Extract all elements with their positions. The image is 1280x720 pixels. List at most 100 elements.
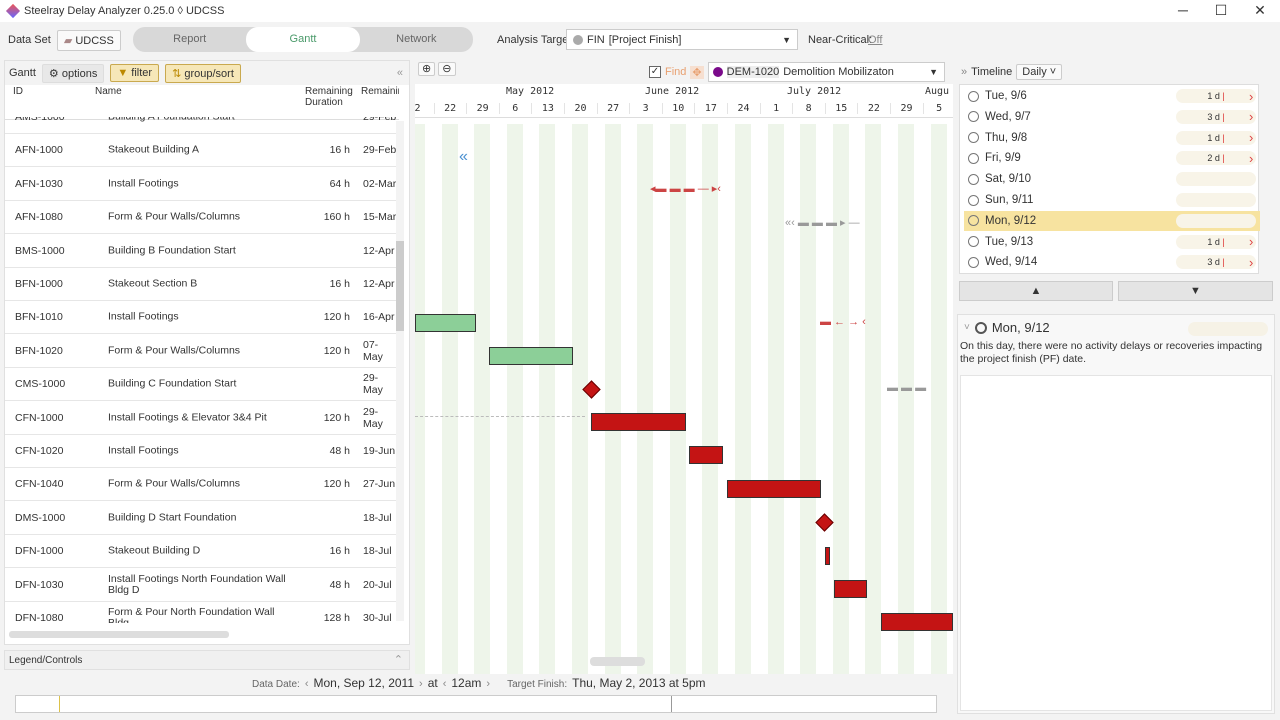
weekend-stripe [930,124,947,674]
bar-cfn-1020[interactable] [689,446,723,464]
timeline-day[interactable]: Wed, 9/7 3 d | › [964,107,1260,127]
table-row[interactable]: BFN-1010 Install Footings 120 h 16-Apr [5,301,397,335]
table-row[interactable]: DFN-1030 Install Footings North Foundatio… [5,569,397,602]
bar-bfn-1010[interactable] [415,314,476,332]
week-label: 13 [531,103,563,114]
day-detail-panel: ˅ Mon, 9/12 On this day, there were no a… [957,314,1275,714]
timeline-day[interactable]: Tue, 9/13 1 d | › [964,232,1260,252]
bar-bfn-1020[interactable] [489,347,573,365]
previous-day-button[interactable]: ▲ [959,281,1113,301]
column-header-remaining-duration[interactable]: Remaining Duration [305,86,353,108]
bar-dfn-1030[interactable] [834,580,867,598]
timeline-day[interactable]: Mon, 9/12 [964,210,1260,231]
timeline-day[interactable]: Fri, 9/9 2 d | › [964,148,1260,168]
timeline-day[interactable]: Tue, 9/6 1 d | › [964,86,1260,106]
tab-network[interactable]: Network [396,33,437,45]
analysis-target-select[interactable]: FIN [Project Finish] ▼ [566,29,798,50]
cell-finish: 16-Apr [363,311,395,324]
near-critical-toggle[interactable]: Off [868,34,883,46]
table-row[interactable]: CMS-1000 Building C Foundation Start 29-Ma… [5,368,397,402]
table-row[interactable]: DMS-1000 Building D Start Foundation 18-Ju… [5,502,397,535]
weekend-stripe [539,124,556,674]
analysis-target-label: Analysis Target [497,34,572,46]
timeline-mode-select[interactable]: Daily ˅ [1016,64,1063,80]
expand-icon[interactable]: » [961,66,968,78]
cell-name: Install Footings [108,177,179,190]
vertical-scrollbar[interactable] [396,121,404,621]
legend-controls-bar[interactable]: Legend/Controls ⌃ [4,650,410,670]
bar-dfn-1000[interactable] [825,547,830,565]
table-row[interactable]: AFN-1000 Stakeout Building A 16 h 29-Feb [5,134,397,168]
collapse-panel-button[interactable]: « [396,67,403,79]
delay-arrow-icon: ▬ ▬ ▬ [887,382,927,394]
table-row[interactable]: DFN-1080 Form & Pour North Foundation Wal… [5,602,397,624]
cell-finish: 30-Jul [363,612,392,623]
tab-gantt[interactable]: Gantt [246,27,360,52]
clock-icon [968,111,979,123]
table-row[interactable]: DFN-1000 Stakeout Building D 16 h 18-Jul [5,535,397,569]
week-label: 1 [759,103,792,114]
chevron-right-icon: › [1249,88,1254,104]
horizontal-scrollbar[interactable] [9,631,229,638]
timeline-day[interactable]: Sat, 9/10 [964,169,1260,189]
table-header: ID Name Remaining Duration Remaining E [5,84,399,120]
bar-cfn-1000[interactable] [591,413,686,431]
timeline-mode: Daily [1022,66,1047,78]
zoom-in-button[interactable]: ⊕ [418,62,436,76]
target-code: FIN [587,33,605,46]
weekend-stripe [832,124,849,674]
prev-time-button[interactable]: ‹ [442,678,447,690]
weekend-stripe [474,124,491,674]
delay-value: 3 d [1207,257,1220,268]
zoom-out-button[interactable]: ⊖ [438,62,456,76]
table-row[interactable]: BMS-1000 Building B Foundation Start 12-Ap… [5,235,397,268]
table-row[interactable]: AFN-1080 Form & Pour Walls/Columns 160 h 15… [5,201,397,235]
options-button[interactable]: ⚙ options [41,63,105,83]
timeline-day[interactable]: Wed, 9/14 3 d | › [964,252,1260,272]
table-row[interactable]: BFN-1020 Form & Pour Walls/Columns 120 h 07… [5,335,397,368]
find-checkbox[interactable]: ✓ [649,66,661,78]
week-label: 15 [824,103,857,114]
table-row[interactable]: AFN-1030 Install Footings 64 h 02-Mar [5,168,397,201]
table-row[interactable]: AMS-1000 Building A Foundation Start 29-Fe… [5,117,397,134]
next-time-button[interactable]: › [486,678,491,690]
bar-cfn-1040[interactable] [727,480,821,498]
next-day-button[interactable]: ▼ [1118,281,1273,301]
table-row[interactable]: CFN-1000 Install Footings & Elevator 3&4 … [5,402,397,435]
column-header-remaining-early[interactable]: Remaining E [361,86,399,97]
next-date-button[interactable]: › [419,678,423,690]
timeline-day[interactable]: Sun, 9/11 [964,190,1260,210]
minimize-button[interactable]: ─ [1178,2,1188,18]
table-row[interactable]: CFN-1040 Form & Pour Walls/Columns 120 h 27… [5,468,397,502]
collapse-icon[interactable]: ˅ [964,322,970,333]
group-sort-button[interactable]: ⇅ group/sort [165,63,241,83]
table-row[interactable]: BFN-1000 Stakeout Section B 16 h 12-Apr [5,268,397,301]
maximize-button[interactable]: ☐ [1214,2,1228,18]
cell-finish: 29-May [363,405,383,430]
dataset-button[interactable]: ▰ UDCSS [56,29,121,51]
gantt-chart[interactable]: May 2012 June 2012 July 2012 Augu 2 22 29 6 13 20… [415,84,953,674]
milestone-dms-1000[interactable] [815,513,834,532]
filter-button[interactable]: ▼ filter [110,64,160,82]
weekend-stripe [415,124,425,674]
cell-name: Form & Pour Walls/Columns [108,210,241,223]
clock-icon [968,256,979,268]
delay-arrow-icon: ◂▬ ▬ ▬ — ▸‹ [650,183,721,195]
activity-select[interactable]: DEM-1020 Demolition Mobilizaton ▼ [707,62,945,82]
day-label: Sun, 9/11 [985,194,1034,206]
column-header-id[interactable]: ID [13,86,23,97]
prev-date-button[interactable]: ‹ [304,678,309,690]
timeline-day[interactable]: Thu, 9/8 1 d | › [964,128,1260,148]
chart-scrollbar[interactable] [590,657,645,666]
tab-report[interactable]: Report [173,33,207,45]
close-button[interactable]: ✕ [1254,2,1266,18]
bar-dfn-1080[interactable] [881,613,953,631]
locate-icon[interactable]: ✥ [690,65,704,79]
cell-id: CFN-1020 [15,445,64,457]
clock-icon [968,132,979,144]
date-slider[interactable] [15,695,937,713]
column-header-name[interactable]: Name [95,86,122,97]
data-date-value: Mon, Sep 12, 2011 [313,676,415,690]
table-row[interactable]: CFN-1020 Install Footings 48 h 19-Jun [5,435,397,468]
target-name: [Project Finish] [608,33,682,46]
